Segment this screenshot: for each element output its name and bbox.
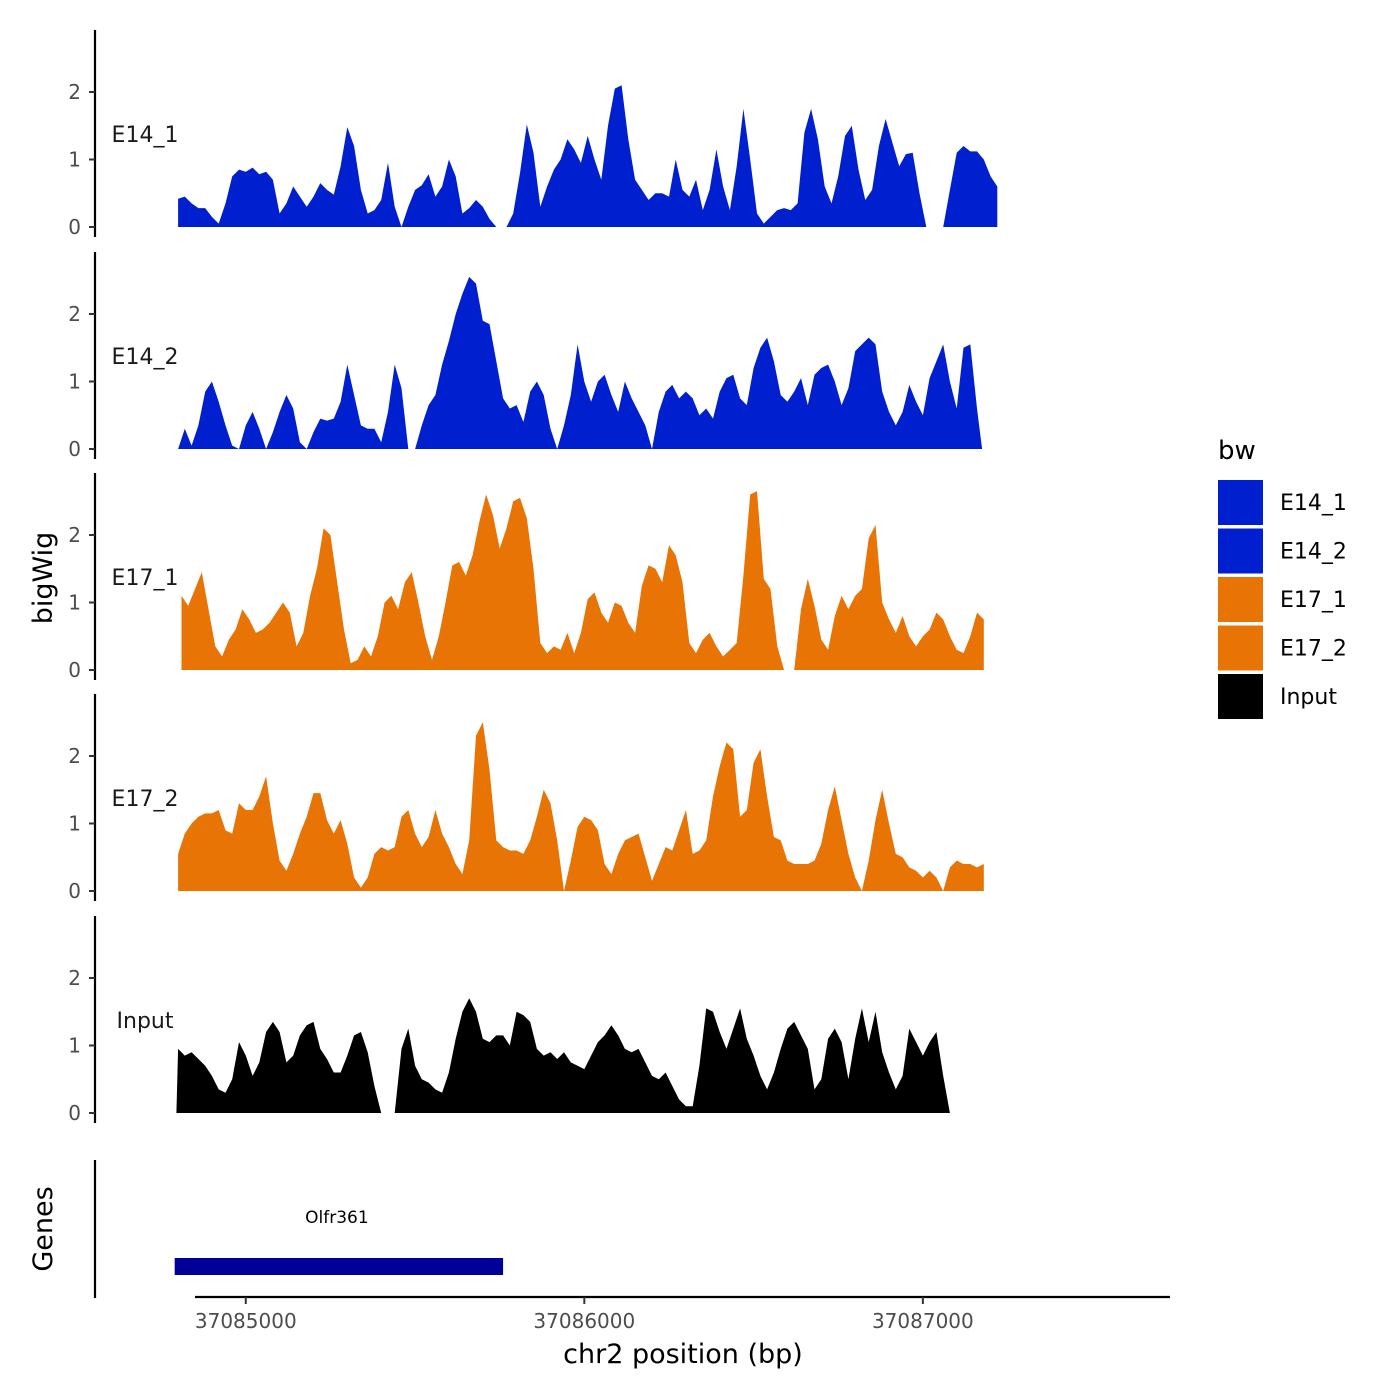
y-axis-title: bigWig xyxy=(28,532,59,625)
x-tick-label: 37087000 xyxy=(872,1309,974,1333)
legend-swatch-E14_2 xyxy=(1218,528,1263,574)
legend-title: bw xyxy=(1218,436,1256,466)
track-label: E17_2 xyxy=(112,787,179,812)
legend-swatch-E17_1 xyxy=(1218,577,1263,622)
y-tick-label: 2 xyxy=(68,966,81,990)
x-axis-title: chr2 position (bp) xyxy=(563,1339,803,1370)
y-tick-label: 0 xyxy=(68,879,81,903)
gene-Olfr361 xyxy=(174,1258,504,1275)
legend: bw E14_1 E14_2 E17_1 E17_2 Input xyxy=(1218,436,1347,719)
legend-swatch-Input xyxy=(1218,674,1263,719)
coverage-area-E14_1 xyxy=(178,85,998,227)
track-Input: 0 1 2 Input xyxy=(68,916,950,1125)
track-label: E14_1 xyxy=(112,123,179,148)
genes-track: Olfr361 xyxy=(93,1160,504,1298)
coverage-area-E17_1 xyxy=(181,491,984,670)
track-label: E17_1 xyxy=(112,566,179,591)
track-label: E14_2 xyxy=(112,345,179,370)
y-tick-label: 0 xyxy=(68,215,81,239)
x-tick-label: 37086000 xyxy=(533,1309,635,1333)
y-tick-label: 2 xyxy=(68,302,81,326)
y-tick-label: 2 xyxy=(68,80,81,104)
legend-label: Input xyxy=(1280,685,1337,710)
track-E17_1: 0 1 2 E17_1 xyxy=(68,473,984,682)
coverage-area-Input xyxy=(176,998,950,1113)
y-tick-label: 1 xyxy=(68,148,81,172)
x-axis: 37085000 37086000 37087000 xyxy=(195,1295,1170,1333)
legend-label: E14_1 xyxy=(1280,491,1347,516)
legend-label: E17_2 xyxy=(1280,637,1347,662)
track-label: Input xyxy=(117,1009,174,1034)
track-E14_2: 0 1 2 E14_2 xyxy=(68,252,983,461)
y-tick-label: 1 xyxy=(68,812,81,836)
y-tick-label: 0 xyxy=(68,437,81,461)
gene-label: Olfr361 xyxy=(305,1208,369,1228)
y-tick-label: 0 xyxy=(68,658,81,682)
y-tick-label: 2 xyxy=(68,744,81,768)
y-tick-label: 1 xyxy=(68,370,81,394)
coverage-area-E17_2 xyxy=(178,722,984,891)
y-tick-label: 0 xyxy=(68,1101,81,1125)
legend-swatch-E17_2 xyxy=(1218,625,1263,671)
genes-axis-title: Genes xyxy=(28,1186,59,1271)
y-tick-label: 1 xyxy=(68,1034,81,1058)
track-E14_1: 0 1 2 E14_1 xyxy=(68,30,998,239)
y-tick-label: 1 xyxy=(68,591,81,615)
track-E17_2: 0 1 2 E17_2 xyxy=(68,694,984,903)
legend-label: E17_1 xyxy=(1280,588,1347,613)
legend-label: E14_2 xyxy=(1280,540,1347,565)
coverage-tracks: 0 1 2 E14_1 0 1 2 E14_2 0 1 2 E17_1 0 1 2 E17_2 0 1 2 Input xyxy=(68,30,998,1125)
legend-swatch-E14_1 xyxy=(1218,480,1263,525)
coverage-area-E14_2 xyxy=(178,276,983,449)
x-tick-label: 37085000 xyxy=(195,1309,297,1333)
y-tick-label: 2 xyxy=(68,523,81,547)
